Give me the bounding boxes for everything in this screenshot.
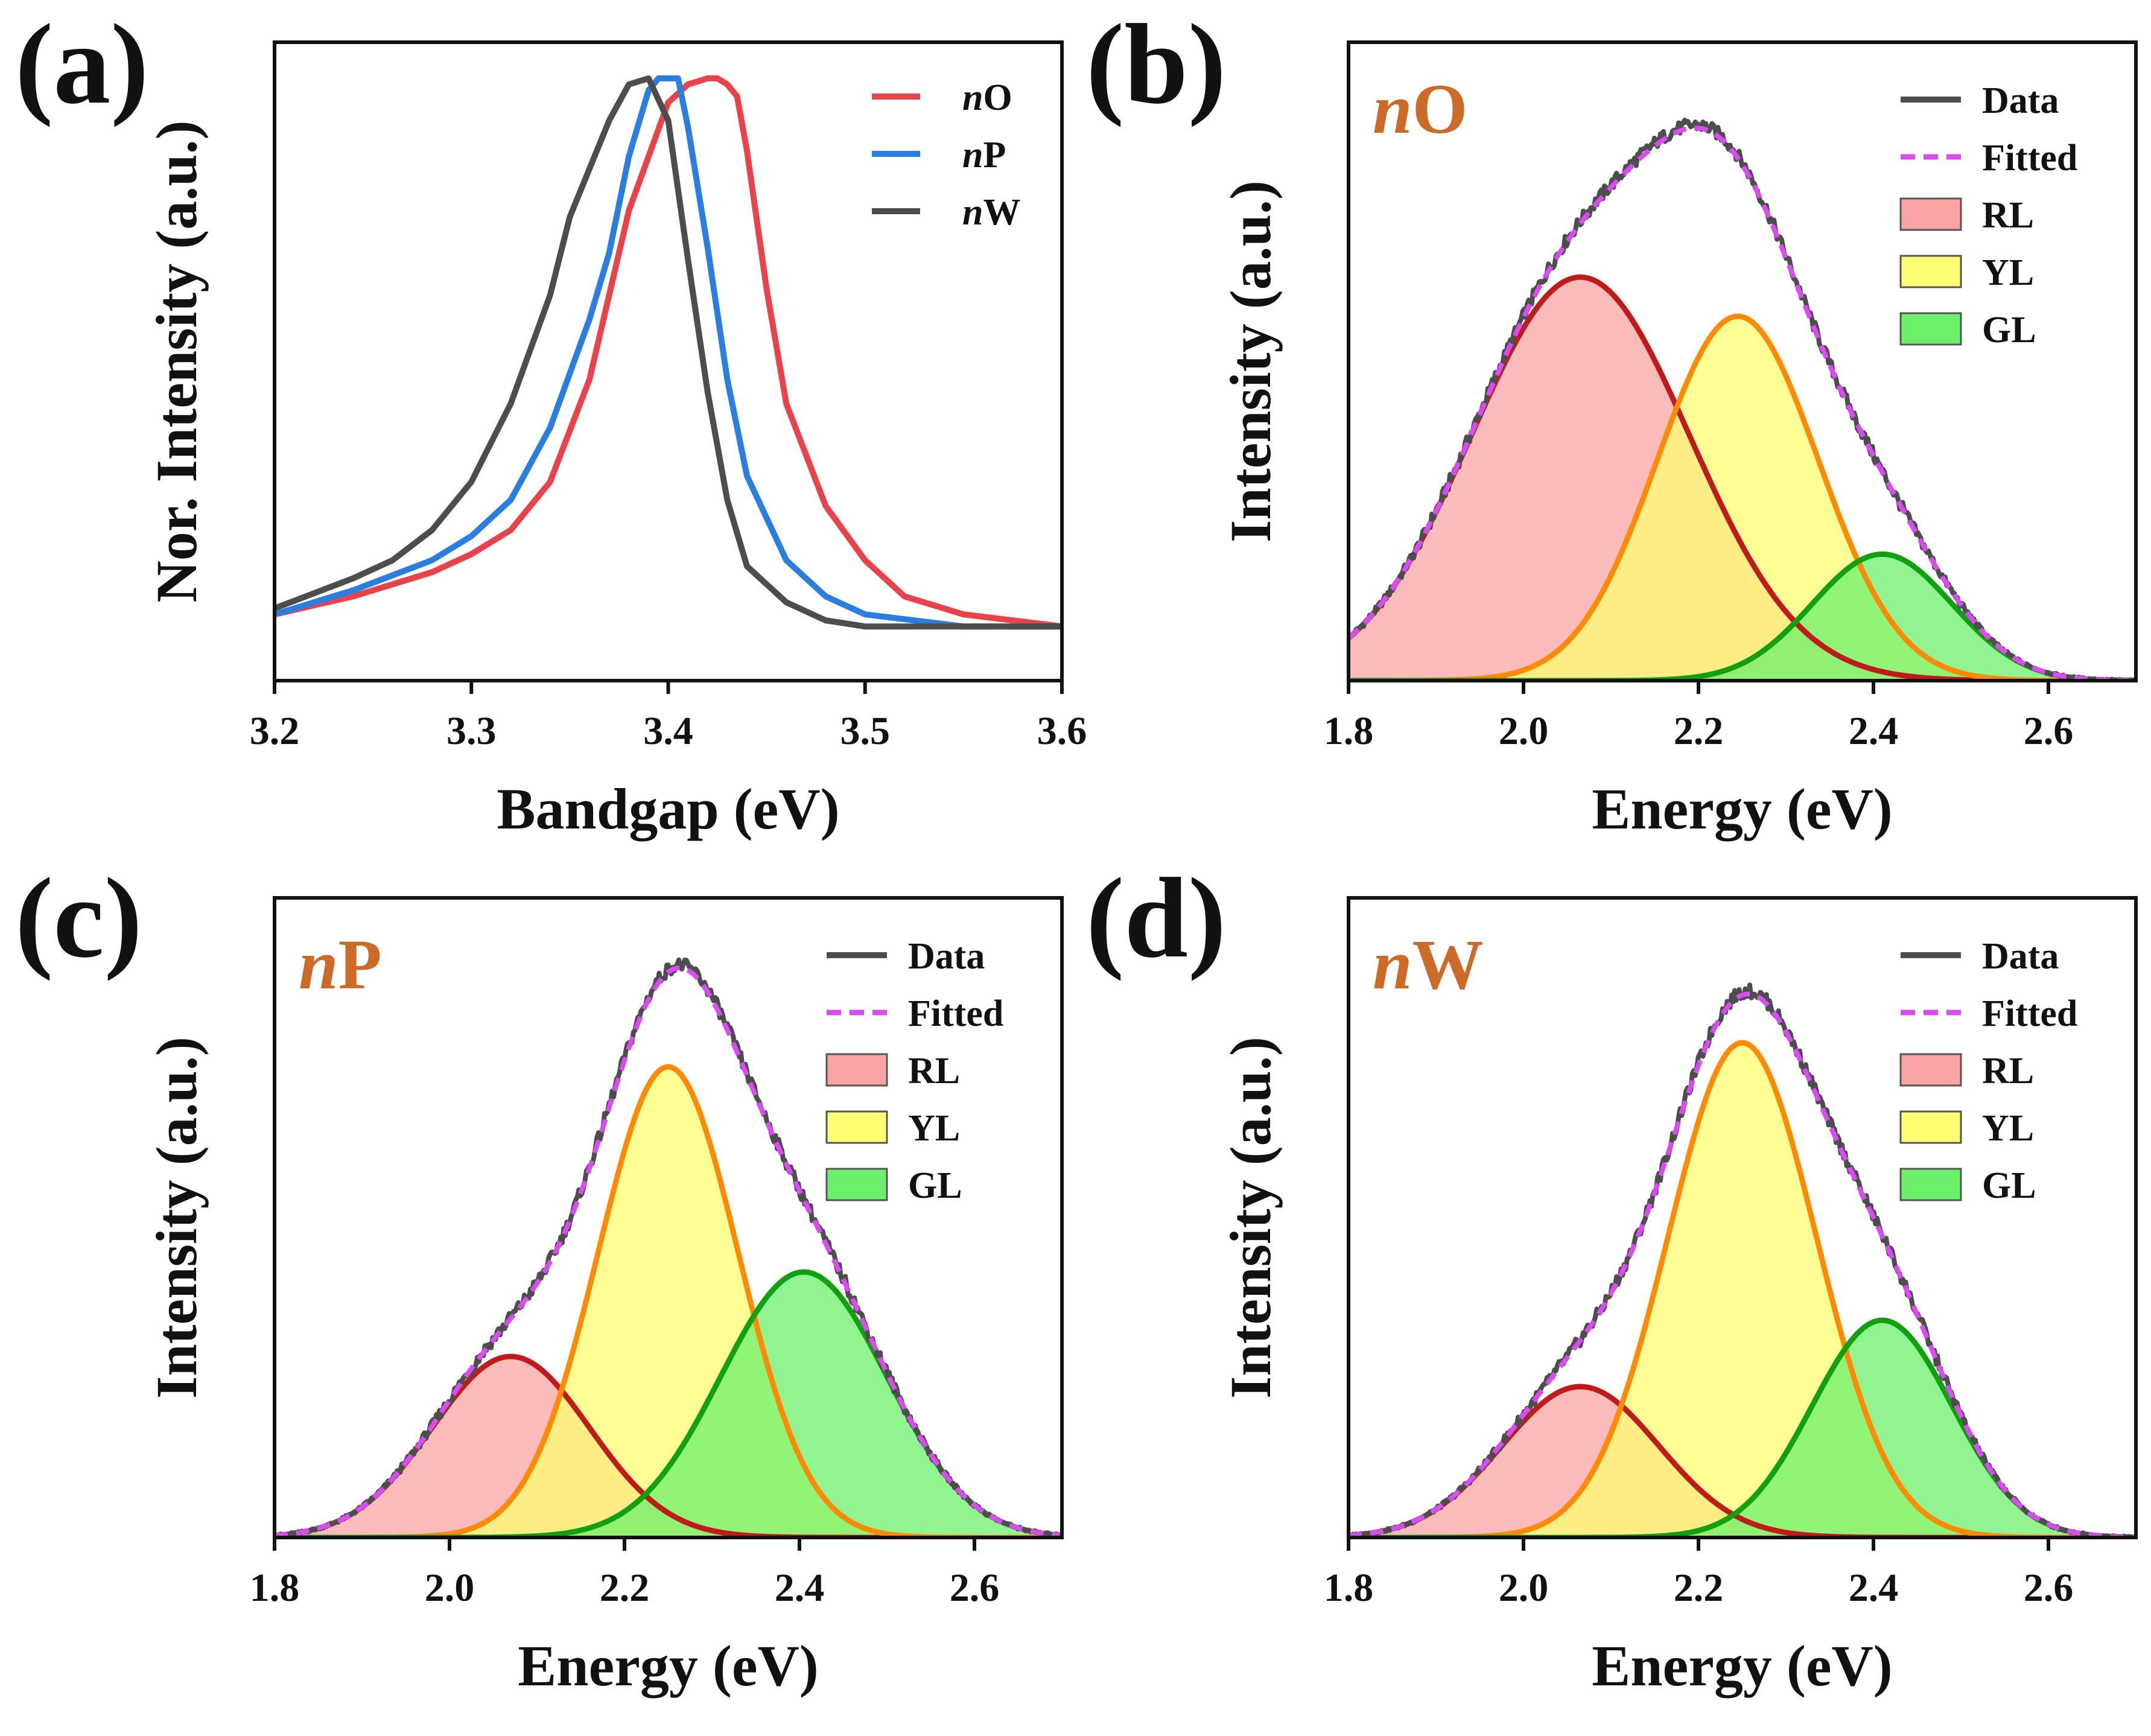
x-tick-label: 3.3	[446, 709, 497, 753]
legend-label-data: Data	[1982, 80, 2059, 121]
legend-swatch-RL	[1899, 197, 1962, 231]
x-tick-label: 3.6	[1037, 709, 1087, 753]
x-tick-label: 2.4	[1849, 1566, 1899, 1610]
x-tick-label: 3.5	[840, 709, 891, 753]
x-tick-label: 1.8	[250, 1566, 300, 1610]
legend-label-gl: GL	[908, 1165, 962, 1206]
legend-swatch-GL	[825, 1168, 888, 1201]
x-axis-title: Energy (eV)	[518, 1633, 819, 1698]
x-tick-label: 2.0	[1499, 709, 1549, 753]
legend-swatch-YL	[1899, 1110, 1962, 1144]
component-fill-RL	[1349, 1387, 2136, 1537]
legend-label-data: Data	[1982, 936, 2059, 977]
legend-label-fitted: Fitted	[1982, 993, 2077, 1034]
legend-swatch-RL	[825, 1053, 888, 1087]
component-fill-RL	[275, 1356, 1062, 1537]
y-axis-title: Intensity (a.u.)	[1218, 180, 1283, 542]
x-tick-label: 2.6	[2024, 709, 2074, 753]
legend-label-fitted: Fitted	[908, 993, 1003, 1034]
panel-c: nP Data Fitted RL YL GL 1.8 2.0 2.2 2.4 2.6 Energy …	[15, 855, 1064, 1698]
x-tick-label: 3.2	[250, 709, 300, 753]
plot-area	[1349, 982, 2136, 1537]
legend-label-yl: YL	[1982, 252, 2034, 293]
component-fill-YL	[275, 1067, 1062, 1537]
legend-label-nO: nO	[962, 77, 1012, 118]
x-tick-label: 2.6	[950, 1566, 1000, 1610]
x-axis-title: Bandgap (eV)	[497, 777, 839, 841]
legend-label-rl: RL	[908, 1051, 960, 1092]
legend-label-nW: nW	[962, 192, 1020, 233]
panel-label: (c)	[15, 855, 142, 982]
y-axis-title: Intensity (a.u.)	[144, 1037, 209, 1399]
component-fill-GL	[1349, 1320, 2136, 1537]
axes-frame	[273, 896, 1064, 1539]
legend-label-yl: YL	[1982, 1108, 2034, 1149]
legend-label-fitted: Fitted	[1982, 138, 2077, 179]
legend-label-nP: nP	[962, 135, 1006, 176]
x-tick-label: 2.2	[600, 1566, 650, 1610]
component-fill-YL	[1349, 316, 2136, 681]
legend-swatch-YL	[825, 1110, 888, 1144]
legend-swatch-GL	[1899, 1168, 1962, 1201]
x-tick-label: 3.4	[643, 709, 693, 753]
legend-label-data: Data	[908, 936, 985, 977]
x-axis-title: Energy (eV)	[1592, 1633, 1893, 1698]
x-tick-label: 2.4	[775, 1566, 825, 1610]
component-fill-GL	[1349, 554, 2136, 681]
sample-label: nW	[1373, 925, 1484, 1004]
x-tick-label: 2.2	[1674, 1566, 1724, 1610]
axes-frame	[1347, 896, 2138, 1539]
y-axis-title: Intensity (a.u.)	[1218, 1037, 1283, 1399]
fitted-trace	[1349, 991, 2136, 1537]
panel-a: nO nP nW 3.2 3.3 3.4 3.5 3.6 Bandgap (eV) Nor. In…	[15, 1, 1087, 841]
component-fill-RL	[1349, 277, 2136, 681]
x-tick-label: 1.8	[1324, 1566, 1374, 1610]
x-tick-label: 1.8	[1324, 709, 1374, 753]
panel-label: (b)	[1086, 1, 1226, 128]
axes-frame	[1347, 40, 2138, 682]
legend-label-gl: GL	[1982, 310, 2036, 351]
panel-b: nO Data Fitted RL YL GL 1.8 2.0 2.2 2.4 2.6 Energy …	[1086, 1, 2138, 841]
panel-label: (d)	[1086, 855, 1226, 982]
panel-d: nW Data Fitted RL YL GL 1.8 2.0 2.2 2.4 2.6 Energy …	[1086, 855, 2138, 1698]
series-line-nP	[275, 75, 1062, 630]
plot-area	[275, 957, 1062, 1537]
panel-label: (a)	[15, 1, 149, 128]
legend-label-rl: RL	[1982, 195, 2034, 236]
series-line-nW	[275, 75, 1062, 630]
x-tick-label: 2.4	[1849, 709, 1899, 753]
y-axis-title: Nor. Intensity (a.u.)	[144, 120, 209, 602]
legend-label-gl: GL	[1982, 1165, 2036, 1206]
legend-swatch-GL	[1899, 312, 1962, 346]
x-tick-label: 2.2	[1674, 709, 1724, 753]
plot-area	[275, 75, 1062, 630]
series-line-nO	[275, 75, 1062, 630]
x-tick-label: 2.0	[1499, 1566, 1549, 1610]
legend-swatch-RL	[1899, 1053, 1962, 1087]
component-fill-YL	[1349, 1043, 2136, 1537]
x-tick-label: 2.6	[2024, 1566, 2074, 1610]
sample-label: nO	[1373, 69, 1467, 148]
legend-label-rl: RL	[1982, 1051, 2034, 1092]
fitted-trace	[1349, 125, 2136, 681]
fitted-trace	[275, 965, 1062, 1537]
legend-swatch-YL	[1899, 255, 1962, 288]
sample-label: nP	[299, 925, 382, 1004]
x-axis-title: Energy (eV)	[1592, 777, 1893, 841]
legend-label-yl: YL	[908, 1108, 960, 1149]
x-tick-label: 2.0	[425, 1566, 475, 1610]
